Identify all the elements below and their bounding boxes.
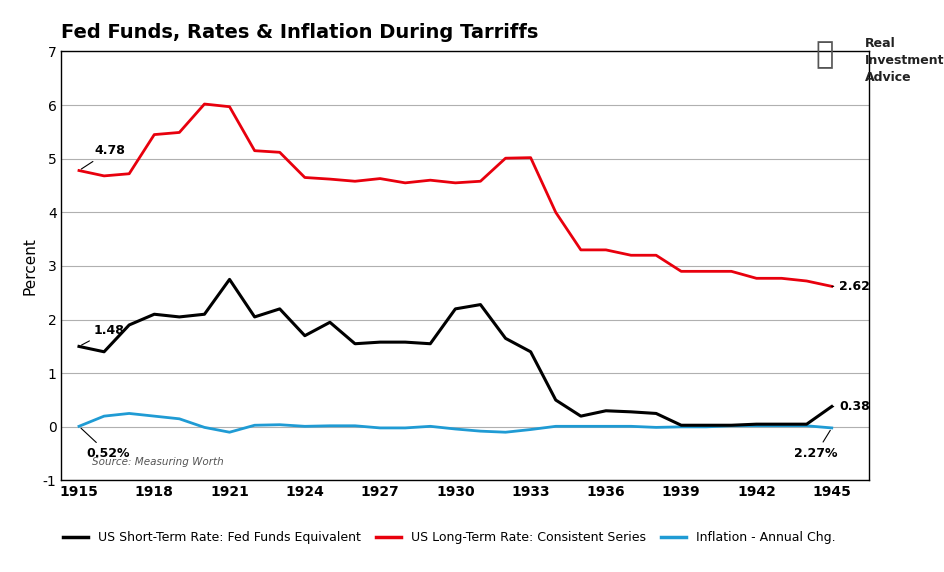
Text: 2.62: 2.62 <box>831 280 869 293</box>
Text: 4.78: 4.78 <box>81 144 125 169</box>
Legend: US Short-Term Rate: Fed Funds Equivalent, US Long-Term Rate: Consistent Series, : US Short-Term Rate: Fed Funds Equivalent… <box>58 526 839 549</box>
Text: 🦅: 🦅 <box>815 40 833 69</box>
Text: 0.52%: 0.52% <box>81 428 130 460</box>
Text: 0.38: 0.38 <box>831 400 869 413</box>
Text: Source: Measuring Worth: Source: Measuring Worth <box>92 457 223 467</box>
Text: Fed Funds, Rates & Inflation During Tarriffs: Fed Funds, Rates & Inflation During Tarr… <box>61 22 538 42</box>
Text: 2.27%: 2.27% <box>793 430 836 460</box>
Text: Real
Investment
Advice: Real Investment Advice <box>864 37 943 84</box>
Y-axis label: Percent: Percent <box>23 237 37 295</box>
Text: 1.48: 1.48 <box>81 324 125 345</box>
